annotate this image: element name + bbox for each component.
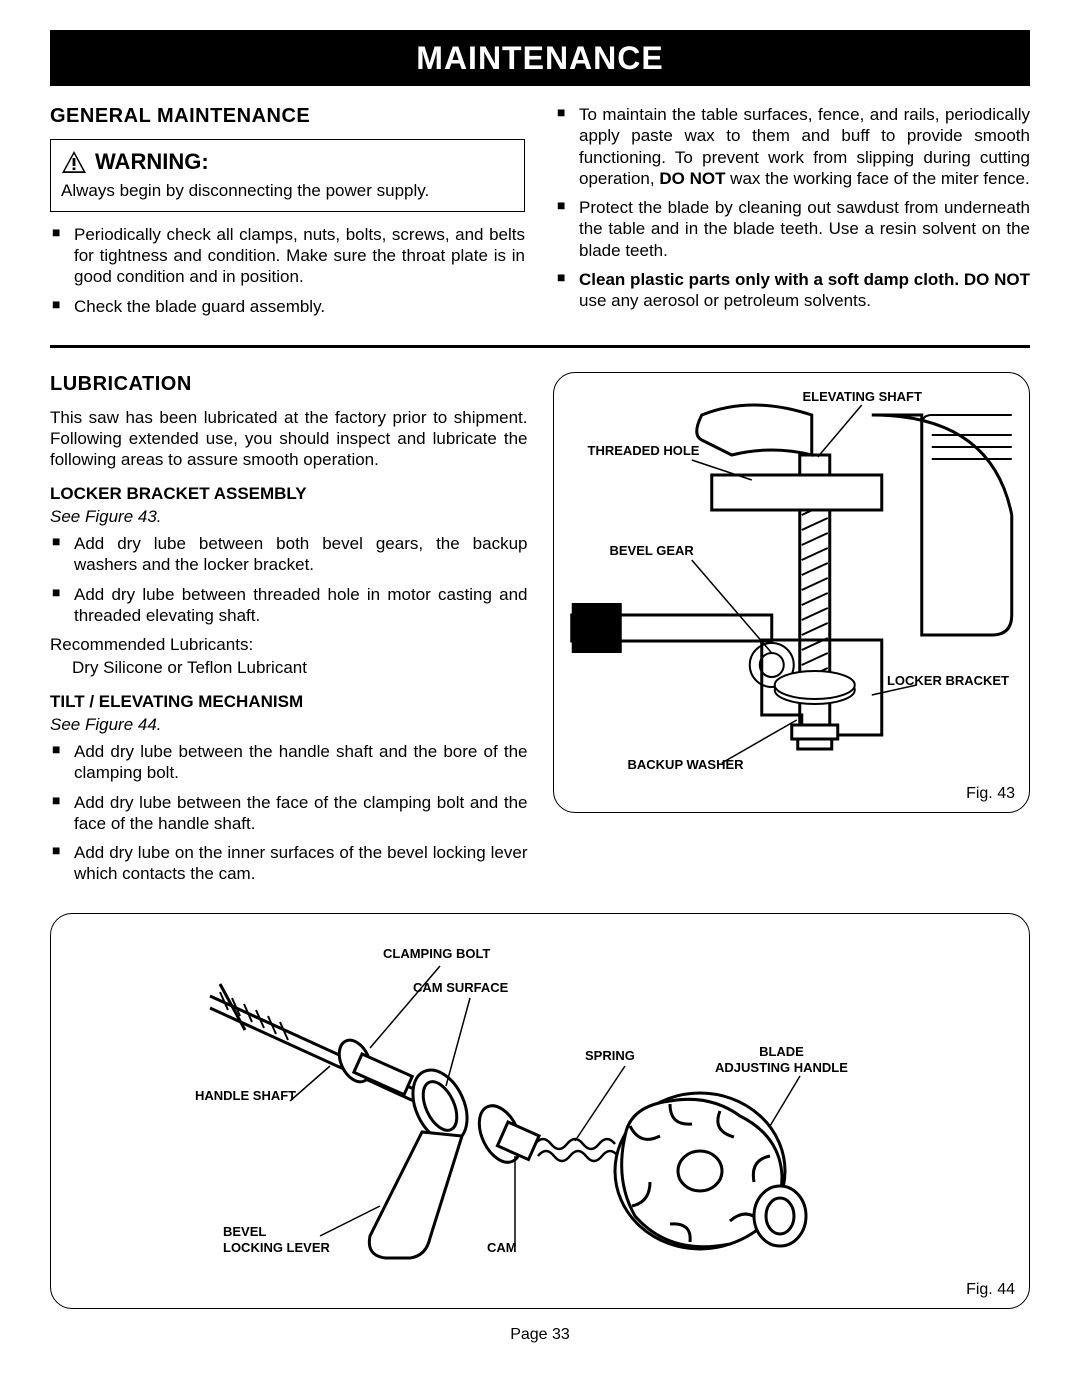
- label-cam-surface: CAM SURFACE: [413, 980, 508, 996]
- label-blade-adjusting-handle: BLADE ADJUSTING HANDLE: [715, 1044, 848, 1077]
- text-span: wax the working face of the miter fence.: [725, 169, 1029, 188]
- figure-43-box: ELEVATING SHAFT THREADED HOLE BEVEL GEAR…: [553, 372, 1031, 813]
- general-maintenance-right-col: To maintain the table surfaces, fence, a…: [555, 104, 1030, 325]
- text-span-bold: Clean plastic parts only with a soft dam…: [579, 270, 1030, 289]
- recommended-lubricants-value: Dry Silicone or Teflon Lubricant: [50, 657, 528, 678]
- figure-44-diagram: CLAMPING BOLT CAM SURFACE SPRING BLADE A…: [65, 926, 1015, 1276]
- page-title-bar: MAINTENANCE: [50, 30, 1030, 86]
- list-item: Clean plastic parts only with a soft dam…: [555, 269, 1030, 312]
- figure-44-box: CLAMPING BOLT CAM SURFACE SPRING BLADE A…: [50, 913, 1030, 1309]
- list-item: Check the blade guard assembly.: [50, 296, 525, 317]
- list-item: Add dry lube on the inner surfaces of th…: [50, 842, 528, 885]
- list-item: Add dry lube between threaded hole in mo…: [50, 584, 528, 627]
- lubrication-row: LUBRICATION This saw has been lubricated…: [50, 372, 1030, 893]
- lubrication-text-col: LUBRICATION This saw has been lubricated…: [50, 372, 528, 893]
- list-item: Protect the blade by cleaning out sawdus…: [555, 197, 1030, 261]
- text-span-bold: DO NOT: [659, 169, 725, 188]
- see-figure-44: See Figure 44.: [50, 714, 528, 735]
- warning-heading: WARNING:: [61, 148, 514, 176]
- list-item: Add dry lube between the face of the cla…: [50, 792, 528, 835]
- list-item: Add dry lube between both bevel gears, t…: [50, 533, 528, 576]
- label-cam: CAM: [487, 1240, 517, 1256]
- text-span: use any aerosol or petroleum solvents.: [579, 291, 871, 310]
- see-figure-43: See Figure 43.: [50, 506, 528, 527]
- label-bevel-gear: BEVEL GEAR: [610, 543, 694, 559]
- warning-box: WARNING: Always begin by disconnecting t…: [50, 139, 525, 212]
- locker-bracket-heading: LOCKER BRACKET ASSEMBLY: [50, 483, 528, 504]
- section-divider: [50, 345, 1030, 348]
- warning-text: Always begin by disconnecting the power …: [61, 180, 514, 201]
- figure-44-container: CLAMPING BOLT CAM SURFACE SPRING BLADE A…: [50, 913, 1030, 1309]
- label-handle-shaft: HANDLE SHAFT: [195, 1088, 296, 1104]
- general-maintenance-left-col: GENERAL MAINTENANCE WARNING: Always begi…: [50, 104, 525, 325]
- general-maintenance-right-bullets: To maintain the table surfaces, fence, a…: [555, 104, 1030, 311]
- list-item: To maintain the table surfaces, fence, a…: [555, 104, 1030, 189]
- figure-43-caption: Fig. 43: [568, 784, 1016, 804]
- lubrication-heading: LUBRICATION: [50, 372, 528, 397]
- label-backup-washer: BACKUP WASHER: [628, 757, 744, 773]
- general-maintenance-left-bullets: Periodically check all clamps, nuts, bol…: [50, 224, 525, 317]
- label-clamping-bolt: CLAMPING BOLT: [383, 946, 490, 962]
- label-bevel-locking-lever: BEVEL LOCKING LEVER: [223, 1224, 330, 1257]
- locker-bullets: Add dry lube between both bevel gears, t…: [50, 533, 528, 626]
- label-elevating-shaft: ELEVATING SHAFT: [803, 389, 922, 405]
- figure-44-caption: Fig. 44: [65, 1280, 1015, 1300]
- label-threaded-hole: THREADED HOLE: [588, 443, 700, 459]
- lubrication-intro: This saw has been lubricated at the fact…: [50, 407, 528, 471]
- tilt-heading: TILT / ELEVATING MECHANISM: [50, 691, 528, 712]
- warning-label: WARNING:: [95, 148, 209, 176]
- tilt-bullets: Add dry lube between the handle shaft an…: [50, 741, 528, 885]
- list-item: Add dry lube between the handle shaft an…: [50, 741, 528, 784]
- general-maintenance-section: GENERAL MAINTENANCE WARNING: Always begi…: [50, 104, 1030, 325]
- figure-43-container: ELEVATING SHAFT THREADED HOLE BEVEL GEAR…: [553, 372, 1031, 893]
- label-locker-bracket: LOCKER BRACKET: [887, 673, 1009, 689]
- figure-43-diagram: ELEVATING SHAFT THREADED HOLE BEVEL GEAR…: [568, 385, 1016, 780]
- recommended-lubricants-label: Recommended Lubricants:: [50, 634, 528, 655]
- list-item: Periodically check all clamps, nuts, bol…: [50, 224, 525, 288]
- label-spring: SPRING: [585, 1048, 635, 1064]
- general-maintenance-heading: GENERAL MAINTENANCE: [50, 104, 525, 129]
- warning-triangle-icon: [61, 150, 87, 174]
- page-number: Page 33: [50, 1325, 1030, 1345]
